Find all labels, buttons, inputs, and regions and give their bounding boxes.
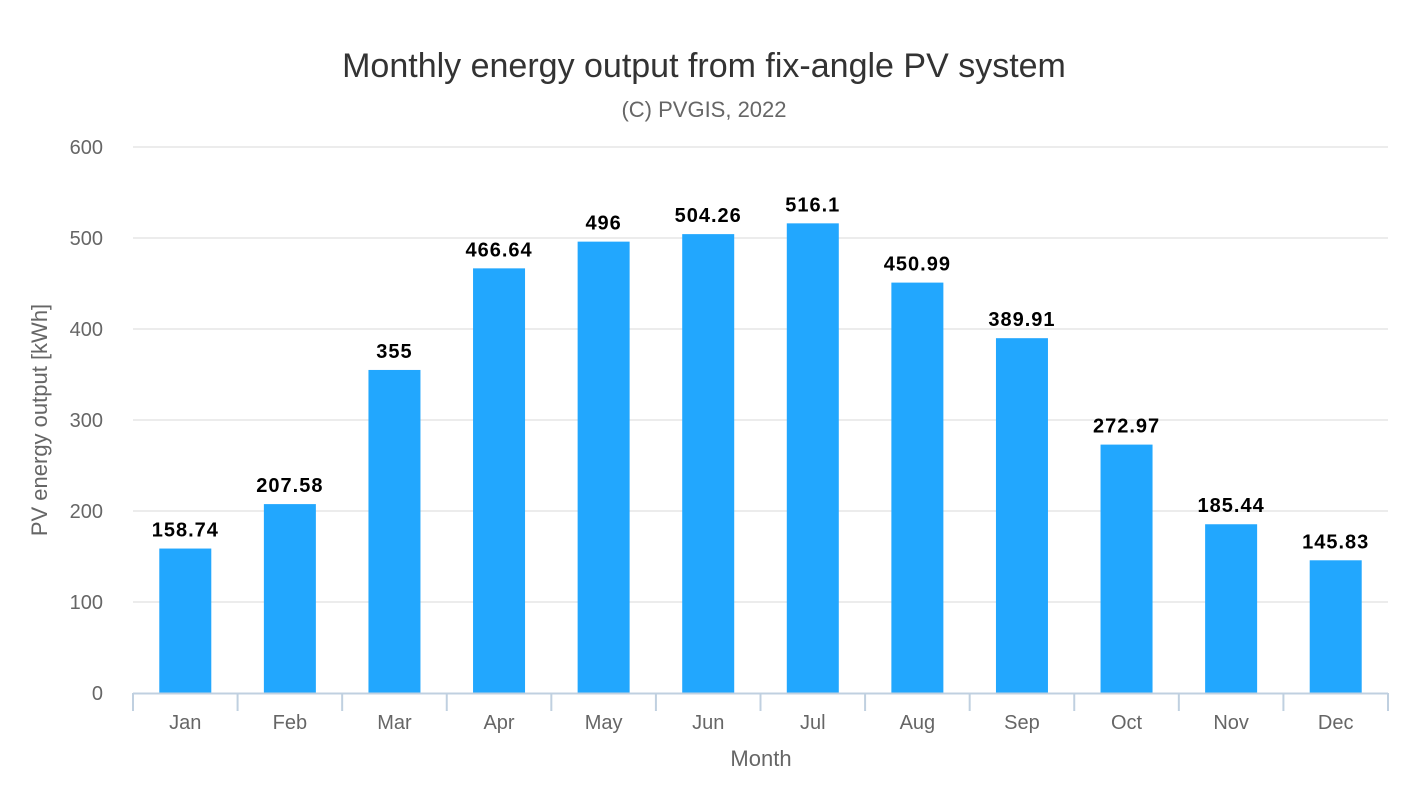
- data-label: 516.1: [785, 194, 840, 216]
- y-tick-label: 600: [70, 137, 103, 159]
- data-label: 158.74: [152, 520, 219, 542]
- y-tick-label: 500: [70, 228, 103, 250]
- chart-subtitle: (C) PVGIS, 2022: [621, 97, 786, 122]
- bar-dec[interactable]: [1309, 560, 1362, 693]
- data-label: 207.58: [256, 475, 323, 497]
- x-tick-label: Nov: [1213, 712, 1249, 734]
- x-tick-label: Oct: [1111, 712, 1143, 734]
- x-tick-label: Feb: [273, 712, 307, 734]
- data-label: 389.91: [988, 309, 1055, 331]
- bar-nov[interactable]: [1205, 524, 1258, 693]
- x-tick-label: Jan: [169, 712, 201, 734]
- bar-sep[interactable]: [995, 338, 1048, 693]
- bar-apr[interactable]: [473, 268, 526, 693]
- data-label: 504.26: [675, 205, 742, 227]
- data-label: 496: [585, 213, 621, 235]
- y-tick-label: 0: [92, 683, 103, 705]
- data-label: 145.83: [1302, 531, 1369, 553]
- bar-oct[interactable]: [1100, 444, 1153, 693]
- bar-aug[interactable]: [891, 282, 944, 693]
- x-tick-label: May: [585, 712, 623, 734]
- bar-jun[interactable]: [682, 234, 735, 693]
- x-tick-label: Jun: [692, 712, 724, 734]
- bar-jul[interactable]: [786, 223, 839, 693]
- x-tick-label: Apr: [483, 712, 514, 734]
- x-tick-label: Sep: [1004, 712, 1040, 734]
- bar-feb[interactable]: [263, 504, 316, 693]
- data-label: 355: [376, 341, 412, 363]
- x-tick-label: Mar: [377, 712, 412, 734]
- y-tick-label: 100: [70, 592, 103, 614]
- x-axis-label: Month: [730, 746, 791, 771]
- x-tick-label: Dec: [1318, 712, 1354, 734]
- y-tick-label: 400: [70, 319, 103, 341]
- y-tick-label: 300: [70, 410, 103, 432]
- x-tick-label: Jul: [800, 712, 826, 734]
- y-axis-label: PV energy output [kWh]: [27, 304, 52, 536]
- bar-mar[interactable]: [368, 369, 421, 693]
- data-label: 450.99: [884, 254, 951, 276]
- bar-may[interactable]: [577, 241, 630, 693]
- y-tick-label: 200: [70, 501, 103, 523]
- x-tick-label: Aug: [900, 712, 936, 734]
- data-label: 272.97: [1093, 416, 1160, 438]
- bar-jan[interactable]: [159, 548, 212, 693]
- data-label: 466.64: [465, 239, 532, 261]
- data-label: 185.44: [1198, 495, 1265, 517]
- chart-title: Monthly energy output from fix-angle PV …: [342, 47, 1066, 85]
